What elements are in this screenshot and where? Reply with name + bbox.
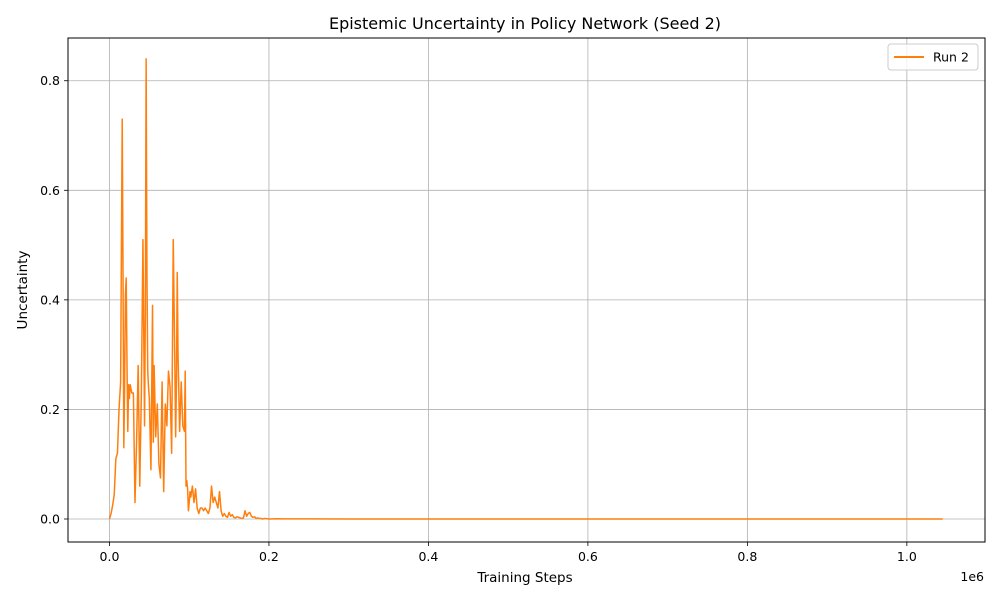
y-tick-label: 0.6 (40, 183, 60, 198)
x-tick-label: 1.0 (897, 549, 917, 564)
x-axis-ticks: 0.0 0.2 0.4 0.6 0.8 1.0 (100, 542, 917, 564)
x-axis-offset-label: 1e6 (960, 569, 984, 584)
y-tick-label: 0.2 (40, 402, 60, 417)
series-line-run-2 (108, 58, 943, 520)
legend: Run 2 (887, 43, 979, 71)
plot-series-group (108, 58, 943, 520)
y-tick-label: 0.0 (40, 511, 60, 526)
x-tick-label: 0.4 (418, 549, 438, 564)
legend-box (887, 43, 979, 71)
x-axis-label: Training Steps (476, 570, 572, 586)
y-tick-label: 0.8 (40, 73, 60, 88)
x-tick-label: 0.6 (578, 549, 598, 564)
y-axis-label: Uncertainty (15, 251, 31, 330)
legend-entry-label: Run 2 (933, 50, 969, 65)
plot-area-frame (67, 37, 986, 543)
y-axis-ticks: 0.0 0.2 0.4 0.6 0.8 (40, 73, 68, 526)
x-tick-label: 0.8 (737, 549, 757, 564)
chart-title: Epistemic Uncertainty in Policy Network … (329, 14, 721, 33)
y-tick-label: 0.4 (40, 292, 60, 307)
x-tick-label: 0.0 (100, 549, 120, 564)
x-tick-label: 0.2 (259, 549, 279, 564)
